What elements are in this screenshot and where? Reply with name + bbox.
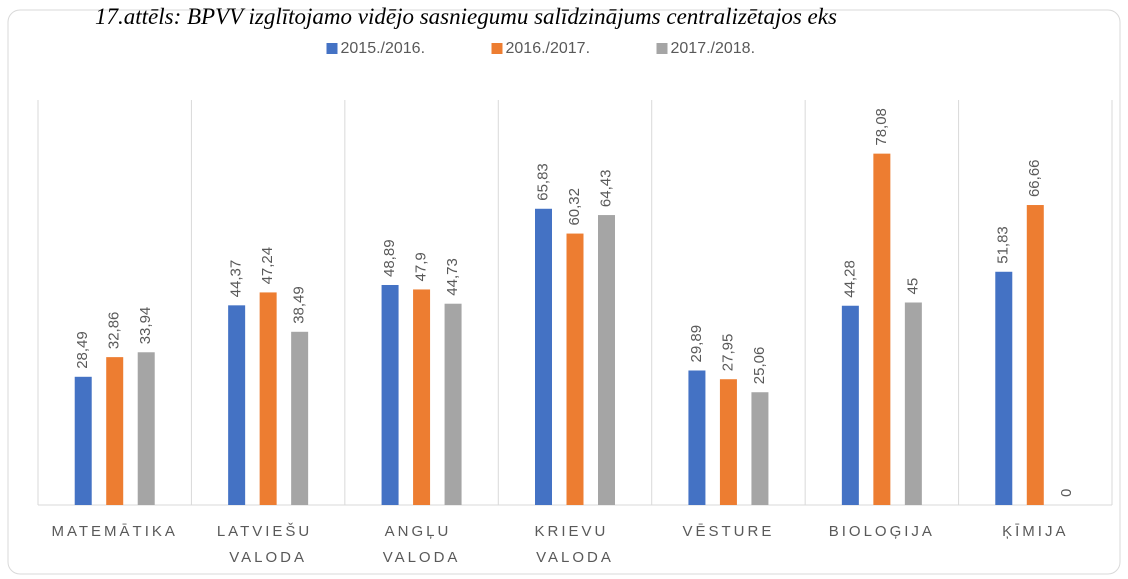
bar bbox=[873, 153, 891, 505]
value-label: 66,66 bbox=[1026, 159, 1043, 197]
value-label: 64,43 bbox=[597, 170, 614, 208]
bar bbox=[995, 271, 1013, 505]
bar bbox=[444, 303, 462, 505]
value-label: 28,49 bbox=[74, 331, 91, 369]
value-label: 29,89 bbox=[688, 325, 705, 363]
bar bbox=[535, 208, 552, 505]
bar bbox=[291, 331, 309, 505]
value-label: 48,89 bbox=[381, 239, 398, 277]
bar bbox=[74, 376, 92, 505]
bar bbox=[137, 352, 155, 505]
bar bbox=[106, 357, 124, 505]
legend-label: 2017./2018. bbox=[671, 40, 756, 57]
value-label: 47,24 bbox=[259, 247, 276, 285]
value-label: 44,73 bbox=[444, 258, 461, 296]
value-label: 78,08 bbox=[873, 108, 890, 146]
bar bbox=[751, 392, 769, 505]
x-tick-label: ĶĪMIJA bbox=[1002, 523, 1068, 540]
value-label: 44,28 bbox=[841, 260, 858, 298]
value-label: 27,95 bbox=[719, 334, 736, 372]
bar bbox=[904, 302, 922, 505]
value-label: 65,83 bbox=[534, 163, 551, 201]
bar bbox=[719, 379, 737, 505]
x-tick-label: LATVIEŠU VALODA bbox=[217, 523, 320, 566]
bar bbox=[259, 292, 277, 505]
chart-border bbox=[7, 9, 1121, 575]
value-label: 51,83 bbox=[995, 226, 1012, 264]
bar bbox=[413, 289, 431, 505]
value-label: 44,37 bbox=[228, 260, 245, 298]
bar bbox=[566, 233, 584, 505]
value-label: 38,49 bbox=[291, 286, 308, 324]
value-label: 47,9 bbox=[413, 252, 430, 281]
legend-swatch bbox=[656, 43, 668, 54]
legend-swatch bbox=[491, 43, 503, 54]
bar bbox=[1026, 205, 1044, 505]
legend-label: 2015./2016. bbox=[341, 40, 426, 57]
x-tick-label: VĒSTURE bbox=[682, 523, 774, 540]
bar bbox=[228, 305, 246, 505]
value-label: 60,32 bbox=[566, 188, 583, 226]
x-tick-label: BIOLOĢIJA bbox=[829, 523, 935, 540]
value-label: 25,06 bbox=[751, 347, 768, 385]
bar bbox=[841, 305, 859, 505]
value-label: 33,94 bbox=[137, 307, 154, 345]
value-label: 32,86 bbox=[106, 312, 123, 350]
bar bbox=[598, 215, 615, 505]
value-label: 45 bbox=[904, 278, 921, 295]
legend-swatch bbox=[326, 43, 338, 54]
x-tick-label: KRIEVU VALODA bbox=[534, 523, 615, 566]
bar bbox=[381, 284, 399, 505]
bar bbox=[688, 370, 706, 505]
x-tick-label: MATEMĀTIKA bbox=[52, 523, 178, 540]
value-label: 0 bbox=[1058, 489, 1075, 497]
legend-label: 2016./2017. bbox=[506, 40, 591, 57]
x-tick-label: ANGĻU VALODA bbox=[383, 523, 461, 566]
chart-title: 17.attēls: BPVV izglītojamo vidējo sasni… bbox=[95, 4, 837, 29]
